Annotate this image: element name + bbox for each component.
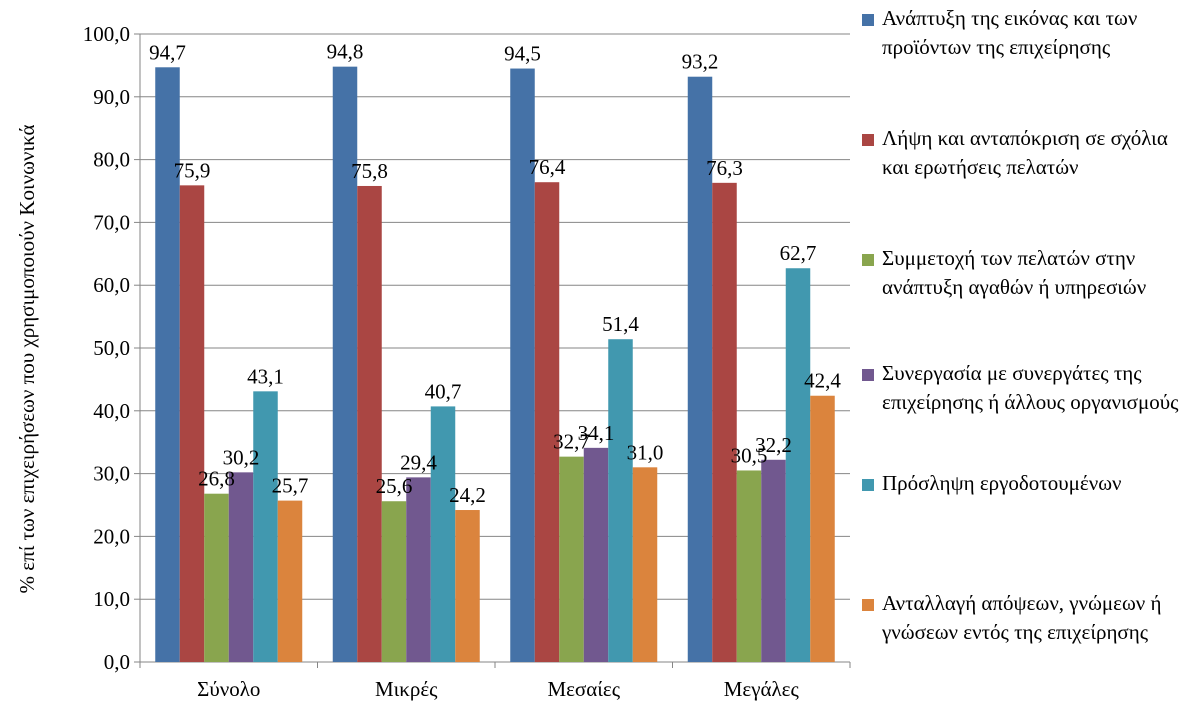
legend-label: Λήψη και ανταπόκριση σε σχόλια και ερωτή…: [882, 126, 1168, 179]
data-label: 25,6: [376, 474, 413, 498]
bar: [761, 459, 786, 662]
bars: [155, 66, 835, 663]
bar: [455, 510, 480, 662]
data-label: 76,3: [706, 156, 743, 180]
data-label: 93,2: [682, 50, 719, 74]
data-label: 51,4: [602, 312, 639, 336]
bar: [559, 456, 584, 662]
bar: [228, 472, 254, 662]
bar: [736, 470, 762, 662]
y-tick-label: 100,0: [83, 22, 130, 46]
data-label: 34,1: [578, 421, 615, 445]
bar: [785, 268, 811, 662]
legend-label: Συμμετοχή των πελατών στην ανάπτυξη αγαθ…: [882, 246, 1147, 299]
data-label: 62,7: [780, 241, 817, 265]
category-label: Σύνολο: [197, 677, 260, 701]
bar: [510, 68, 535, 663]
data-label: 94,7: [149, 40, 186, 64]
data-label: 30,5: [731, 443, 768, 467]
data-label: 43,1: [247, 364, 284, 388]
category-label: Μεσαίες: [547, 677, 620, 701]
bar: [381, 501, 407, 662]
legend-label: Συνεργασία με συνεργάτες της επιχείρησης…: [882, 361, 1179, 414]
bar: [155, 67, 180, 662]
bar: [687, 76, 713, 663]
legend-label: Πρόσληψη εργοδοτουμένων: [882, 471, 1122, 495]
data-label: 30,2: [223, 445, 260, 469]
data-label: 31,0: [627, 440, 664, 464]
data-label: 32,2: [755, 433, 792, 457]
legend-swatch: [862, 134, 874, 146]
bar: [357, 185, 382, 662]
bar: [430, 406, 456, 662]
y-tick-label: 60,0: [93, 273, 130, 297]
legend-swatch: [862, 14, 874, 26]
data-label: 26,8: [198, 467, 235, 491]
bar: [253, 391, 278, 662]
bar: [179, 185, 205, 662]
data-label: 75,9: [174, 158, 211, 182]
data-label: 75,8: [351, 159, 388, 183]
legend-label: Ανάπτυξη της εικόνας και των προϊόντων τ…: [882, 6, 1138, 59]
category-label: Μικρές: [375, 677, 438, 701]
y-tick-label: 80,0: [93, 148, 130, 172]
y-tick-label: 50,0: [93, 336, 130, 360]
legend-label: Ανταλλαγή απόψεων, γνώμεων ή γνώσεων εντ…: [882, 591, 1162, 644]
data-label: 42,4: [804, 369, 841, 393]
bar: [534, 182, 560, 662]
data-label: 25,7: [272, 474, 309, 498]
bar: [204, 493, 229, 662]
data-label: 76,4: [529, 155, 566, 179]
y-tick-label: 20,0: [93, 524, 130, 548]
category-label: Μεγάλες: [724, 677, 800, 701]
y-tick-label: 0,0: [104, 650, 130, 674]
legend-swatch: [862, 479, 874, 491]
data-label: 94,8: [327, 40, 364, 64]
y-tick-label: 30,0: [93, 462, 130, 486]
y-tick-label: 70,0: [93, 210, 130, 234]
data-label: 40,7: [425, 379, 462, 403]
bar-chart: 0,0 10,0 20,0 30,0 40,0 50,0 60,0 70,0 80,0 90,0 1…: [15, 22, 851, 701]
y-tick-labels: 0,0 10,0 20,0 30,0 40,0 50,0 60,0 70,0 80,0 90,0 1…: [83, 22, 130, 674]
legend-swatch: [862, 599, 874, 611]
data-labels: 94,7 75,9 26,830,2 43,1 25,7 94,8 75,8 25,629,4…: [149, 40, 841, 507]
bar: [810, 395, 835, 662]
data-label: 24,2: [449, 483, 486, 507]
data-label: 32,7: [553, 430, 590, 454]
y-tick-label: 40,0: [93, 399, 130, 423]
bar: [277, 500, 303, 662]
y-axis-title: % επί των επιχειρήσεων που χρησιμοποιούν…: [15, 125, 39, 594]
bar: [583, 447, 609, 662]
bar: [332, 66, 358, 662]
bar: [632, 467, 658, 662]
data-label: 94,5: [504, 42, 541, 66]
data-label: 29,4: [400, 450, 437, 474]
legend-swatch: [862, 369, 874, 381]
bar: [608, 339, 633, 662]
bar: [406, 477, 431, 662]
category-labels: Σύνολο Μικρές Μεσαίες Μεγάλες: [197, 677, 799, 701]
bar: [712, 182, 737, 662]
y-tick-label: 10,0: [93, 587, 130, 611]
legend-swatch: [862, 254, 874, 266]
y-tick-label: 90,0: [93, 85, 130, 109]
